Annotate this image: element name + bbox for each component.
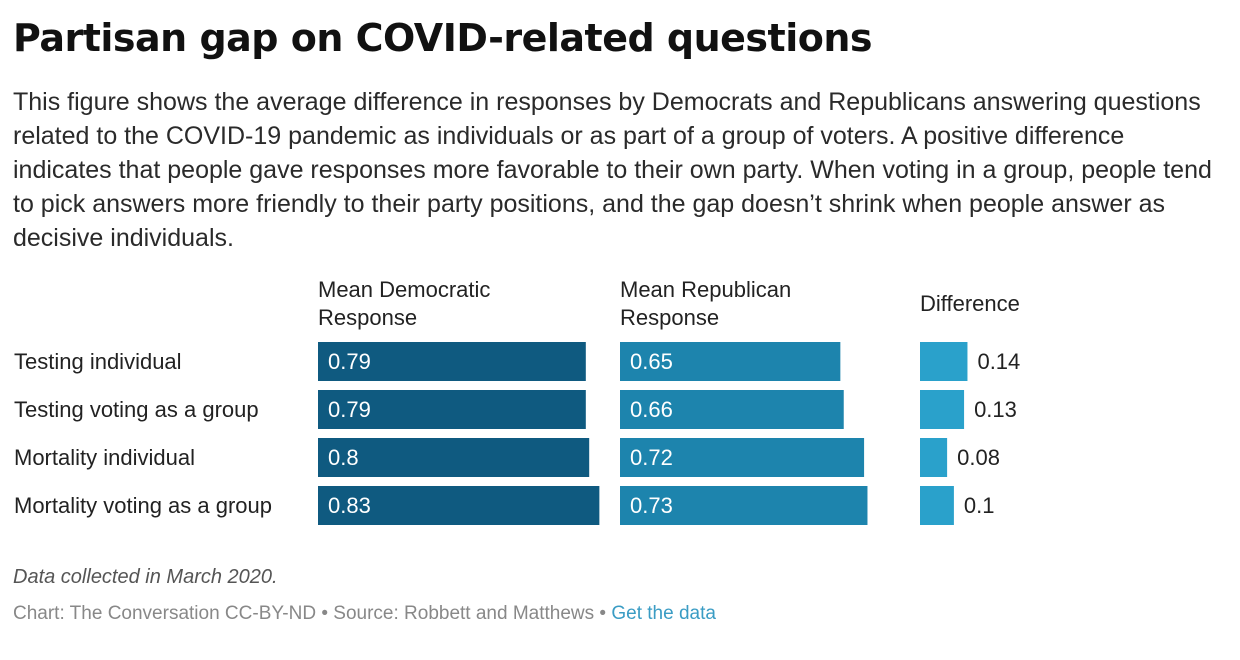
- bar-0-2: [318, 438, 590, 477]
- difference-value-label-2: 0.08: [957, 445, 1000, 470]
- row-label-0: Testing individual: [14, 349, 182, 374]
- credit-text: Chart: The Conversation CC-BY-ND • Sourc…: [13, 603, 612, 624]
- bar-2-2: [920, 438, 948, 477]
- column-header-1-line-1: Response: [620, 305, 719, 330]
- row-label-3: Mortality voting as a group: [14, 493, 272, 518]
- column-header-2-line-0: Difference: [920, 291, 1020, 316]
- bar-value-label-0-1: 0.79: [328, 397, 371, 422]
- difference-value-label-3: 0.1: [964, 493, 995, 518]
- bar-value-label-0-0: 0.79: [328, 349, 371, 374]
- bar-1-0: [620, 342, 841, 381]
- column-header-0-line-1: Response: [318, 305, 417, 330]
- difference-value-label-1: 0.13: [974, 397, 1017, 422]
- row-label-1: Testing voting as a group: [14, 397, 259, 422]
- bar-value-label-1-2: 0.72: [630, 445, 673, 470]
- bar-value-label-0-3: 0.83: [328, 493, 371, 518]
- bar-0-0: [318, 342, 586, 381]
- bar-2-1: [920, 390, 965, 429]
- column-header-0-line-0: Mean Democratic: [318, 277, 490, 302]
- bar-1-3: [620, 486, 868, 525]
- row-label-2: Mortality individual: [14, 445, 195, 470]
- difference-value-label-0: 0.14: [977, 349, 1020, 374]
- bar-value-label-1-0: 0.65: [630, 349, 673, 374]
- bar-value-label-1-3: 0.73: [630, 493, 673, 518]
- bar-value-label-0-2: 0.8: [328, 445, 359, 470]
- bar-2-0: [920, 342, 968, 381]
- bar-1-1: [620, 390, 844, 429]
- bar-0-3: [318, 486, 600, 525]
- column-header-1-line-0: Mean Republican: [620, 277, 791, 302]
- get-the-data-link[interactable]: Get the data: [611, 603, 716, 624]
- chart-credits: Chart: The Conversation CC-BY-ND • Sourc…: [13, 603, 716, 625]
- chart-subtitle: This figure shows the average difference…: [13, 88, 1212, 252]
- bar-0-1: [318, 390, 586, 429]
- bar-table-chart: Mean Democratic Response Mean Republican Re…: [14, 277, 1020, 525]
- data-note: Data collected in March 2020.: [13, 566, 278, 588]
- bar-2-3: [920, 486, 954, 525]
- bar-1-2: [620, 438, 865, 477]
- bar-value-label-1-1: 0.66: [630, 397, 673, 422]
- chart-title: Partisan gap on COVID-related questions: [13, 16, 873, 60]
